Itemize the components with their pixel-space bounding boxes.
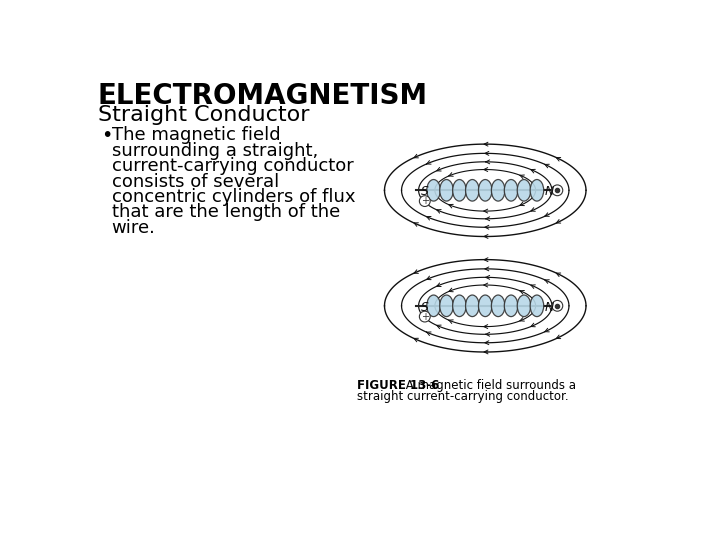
- Text: wire.: wire.: [112, 219, 156, 237]
- Ellipse shape: [440, 179, 454, 201]
- Text: +: +: [420, 312, 429, 322]
- Text: FIGURE 13-6: FIGURE 13-6: [357, 379, 440, 392]
- Ellipse shape: [530, 179, 544, 201]
- Text: ELECTROMAGNETISM: ELECTROMAGNETISM: [98, 82, 428, 110]
- Circle shape: [552, 300, 563, 311]
- Ellipse shape: [466, 179, 479, 201]
- Circle shape: [419, 195, 431, 206]
- Circle shape: [419, 311, 431, 322]
- Text: S: S: [421, 301, 428, 314]
- Ellipse shape: [479, 179, 492, 201]
- Ellipse shape: [479, 295, 492, 316]
- Ellipse shape: [453, 179, 466, 201]
- Text: N: N: [545, 185, 554, 198]
- Ellipse shape: [427, 179, 441, 201]
- Text: Straight Conductor: Straight Conductor: [98, 105, 310, 125]
- Ellipse shape: [517, 179, 531, 201]
- Text: •: •: [102, 126, 113, 145]
- Ellipse shape: [491, 179, 505, 201]
- Text: S: S: [421, 185, 428, 198]
- Text: consists of several: consists of several: [112, 173, 279, 191]
- Ellipse shape: [504, 179, 518, 201]
- Ellipse shape: [530, 295, 544, 316]
- Text: surrounding a straight,: surrounding a straight,: [112, 142, 318, 160]
- Ellipse shape: [453, 295, 466, 316]
- Text: concentric cylinders of flux: concentric cylinders of flux: [112, 188, 355, 206]
- Text: A magnetic field surrounds a: A magnetic field surrounds a: [402, 379, 576, 392]
- Ellipse shape: [504, 295, 518, 316]
- Ellipse shape: [517, 295, 531, 316]
- Text: straight current-carrying conductor.: straight current-carrying conductor.: [357, 390, 569, 403]
- Circle shape: [552, 185, 563, 195]
- Ellipse shape: [466, 295, 479, 316]
- Ellipse shape: [491, 295, 505, 316]
- Text: current-carrying conductor: current-carrying conductor: [112, 157, 354, 175]
- Text: that are the length of the: that are the length of the: [112, 204, 340, 221]
- Ellipse shape: [427, 295, 441, 316]
- Ellipse shape: [440, 295, 454, 316]
- Text: The magnetic field: The magnetic field: [112, 126, 280, 144]
- Text: N: N: [545, 301, 554, 314]
- Text: +: +: [420, 196, 429, 206]
